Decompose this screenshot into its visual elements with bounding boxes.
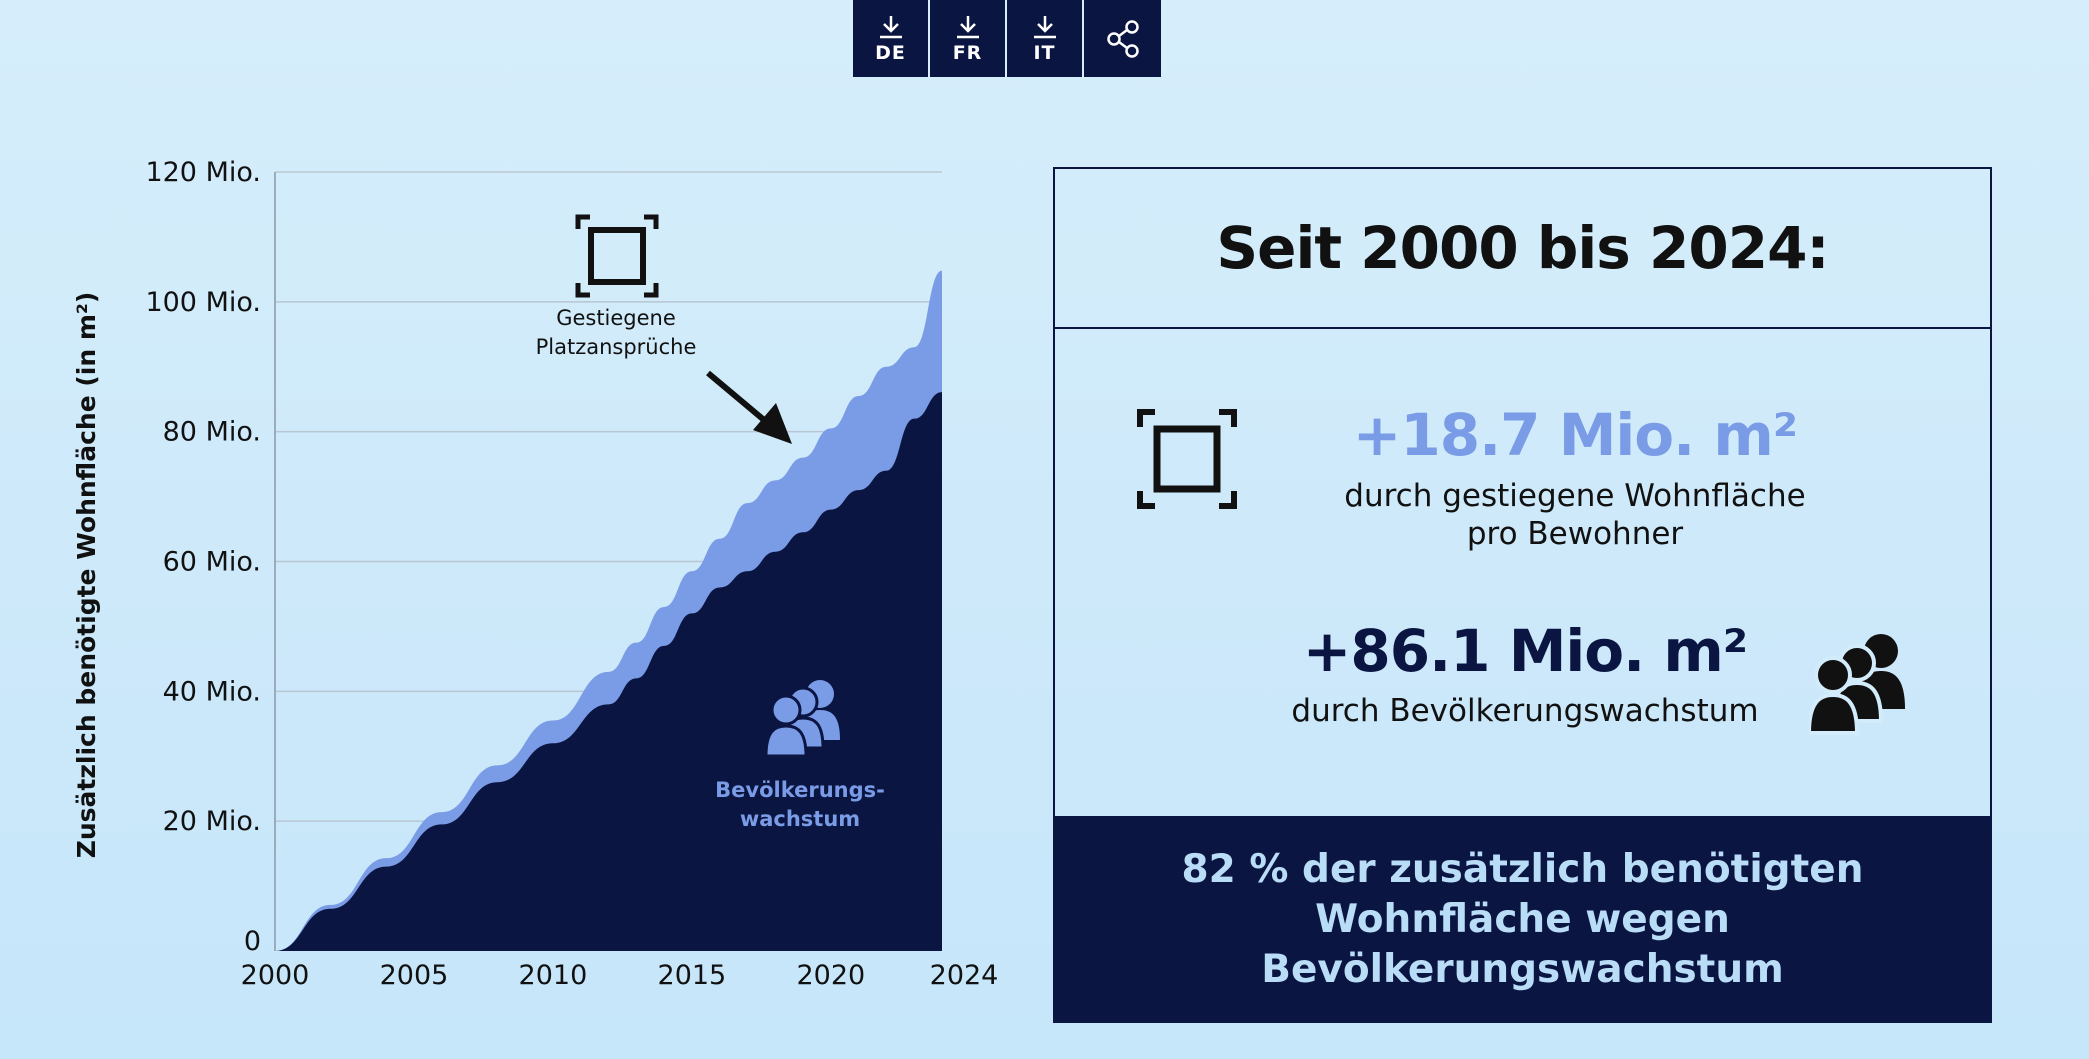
annotation-platzansprueche: Gestiegene Platzansprüche xyxy=(536,214,792,444)
summary-footer: 82 % der zusätzlich benötigten Wohnfläch… xyxy=(1053,816,1992,1023)
annotation-arrow xyxy=(706,370,792,444)
download-fr-button[interactable]: FR xyxy=(930,0,1007,77)
x-tick-label: 2015 xyxy=(658,960,727,991)
annotation-bevoelkerung-line1: Bevölkerungs- xyxy=(715,778,885,802)
summary-footer-text: 82 % der zusätzlich benötigten Wohnfläch… xyxy=(1181,846,1864,992)
summary-title: Seit 2000 bis 2024: xyxy=(1055,169,1990,329)
annotation-platzansprueche-line2: Platzansprüche xyxy=(536,335,697,359)
y-tick-label: 0 xyxy=(244,926,261,957)
y-tick-label: 60 Mio. xyxy=(163,547,261,578)
download-icon xyxy=(879,15,902,38)
y-tick-label: 100 Mio. xyxy=(145,287,261,318)
download-icon xyxy=(956,15,979,38)
download-toolbar: DE FR IT xyxy=(853,0,1161,77)
download-de-label: DE xyxy=(875,41,906,64)
share-button[interactable] xyxy=(1084,0,1161,77)
share-icon xyxy=(1106,19,1139,58)
stat-wohnflaeche-desc-line1: durch gestiegene Wohnfläche xyxy=(1344,478,1806,514)
stat-wohnflaeche-desc-line2: pro Bewohner xyxy=(1466,516,1684,552)
y-axis-label: Zusätzlich benötigte Wohnfläche (in m²) xyxy=(72,292,101,859)
stat-bevoelkerung-desc: durch Bevölkerungswachstum xyxy=(1291,693,1759,729)
stat-bevoelkerung-value: +86.1 Mio. m² xyxy=(1302,617,1748,685)
download-icon xyxy=(1033,15,1056,38)
summary-box: Seit 2000 bis 2024: +18.7 Mio. m² durch … xyxy=(1053,167,1992,1023)
download-it-label: IT xyxy=(1033,41,1056,64)
area-series-bevoelkerung xyxy=(275,392,942,951)
annotation-platzansprueche-line1: Gestiegene xyxy=(556,306,676,330)
people-group-icon xyxy=(764,680,840,758)
area-chart: 0 20 Mio. 40 Mio. 60 Mio. 80 Mio. 100 Mio. 120… xyxy=(72,157,999,991)
download-fr-label: FR xyxy=(952,41,983,64)
y-tick-label: 20 Mio. xyxy=(163,806,261,837)
people-group-icon xyxy=(1809,634,1905,735)
y-tick-label: 80 Mio. xyxy=(163,417,261,448)
stat-wohnflaeche-desc: durch gestiegene Wohnfläche pro Bewohner xyxy=(1255,477,1895,553)
download-de-button[interactable]: DE xyxy=(853,0,930,77)
y-tick-label: 120 Mio. xyxy=(145,157,261,188)
area-frame-icon xyxy=(1137,409,1237,509)
x-tick-label: 2024 xyxy=(930,960,999,991)
stat-wohnflaeche-value: +18.7 Mio. m² xyxy=(1352,401,1798,469)
x-tick-label: 2000 xyxy=(241,960,310,991)
annotation-bevoelkerung: Bevölkerungs- wachstum xyxy=(715,680,885,831)
y-tick-label: 40 Mio. xyxy=(163,676,261,707)
x-tick-label: 2020 xyxy=(796,960,865,991)
annotation-bevoelkerung-line2: wachstum xyxy=(740,807,860,831)
area-frame-icon xyxy=(575,214,659,298)
x-tick-label: 2005 xyxy=(380,960,449,991)
download-it-button[interactable]: IT xyxy=(1007,0,1084,77)
x-tick-label: 2010 xyxy=(519,960,588,991)
